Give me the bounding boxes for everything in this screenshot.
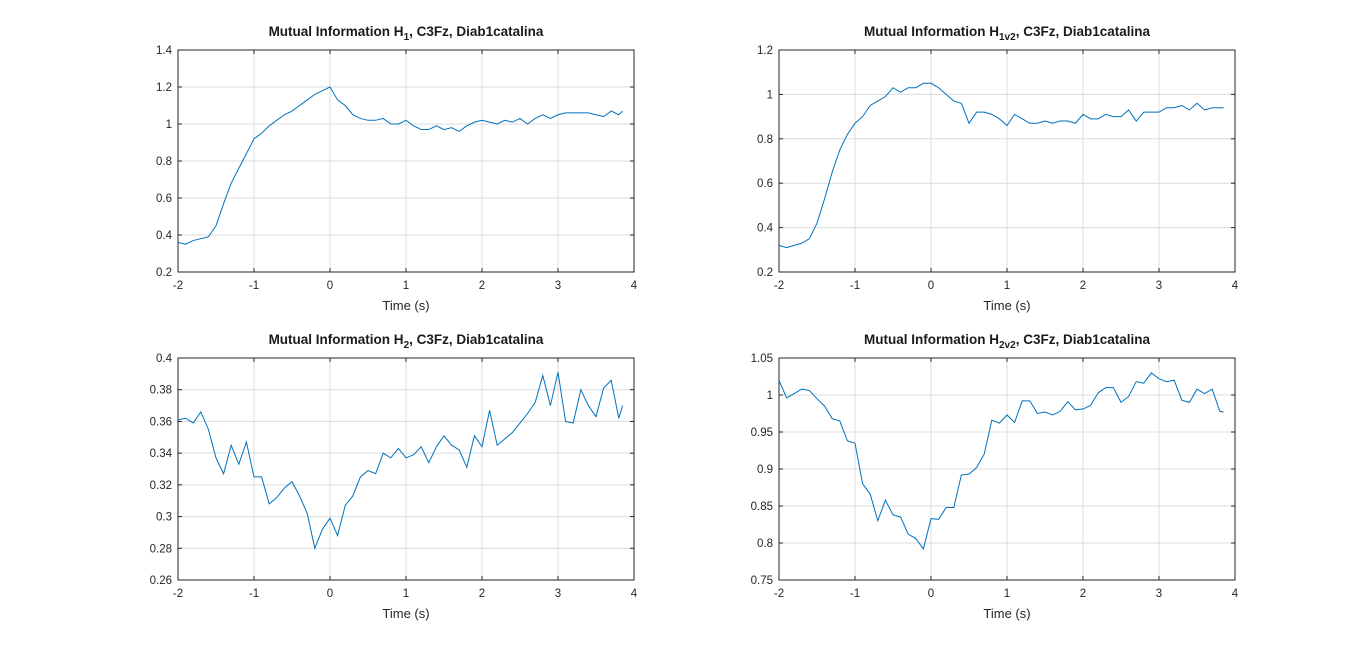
y-tick-label: 1.2 [156, 82, 172, 94]
x-tick-label: -2 [173, 280, 183, 292]
x-tick-label: 4 [631, 588, 638, 600]
x-tick-label: -1 [850, 588, 860, 600]
x-tick-label: 1 [1004, 280, 1010, 292]
x-tick-label: 4 [631, 280, 638, 292]
y-tick-label: 0.75 [751, 575, 773, 587]
x-tick-label: 0 [327, 280, 333, 292]
chart-title: Mutual Information H2, C3Fz, Diab1catali… [269, 332, 544, 351]
x-axis-label: Time (s) [382, 298, 429, 313]
x-tick-label: 0 [327, 588, 333, 600]
y-tick-label: 1 [767, 89, 773, 101]
y-tick-label: 0.9 [757, 464, 773, 476]
x-tick-label: 2 [479, 588, 485, 600]
y-tick-label: 1.05 [751, 353, 773, 365]
y-tick-label: 0.3 [156, 512, 172, 524]
y-tick-label: 0.4 [757, 223, 774, 235]
x-tick-label: 0 [928, 280, 934, 292]
x-axis-label: Time (s) [983, 606, 1030, 621]
x-tick-label: 2 [1080, 588, 1086, 600]
y-tick-label: 0.36 [150, 416, 172, 428]
x-tick-label: -1 [850, 280, 860, 292]
y-tick-label: 0.32 [150, 480, 172, 492]
x-tick-label: 3 [555, 280, 561, 292]
x-tick-label: 1 [403, 588, 409, 600]
chart-title: Mutual Information H1v2, C3Fz, Diab1cata… [864, 24, 1150, 43]
chart-title: Mutual Information H2v2, C3Fz, Diab1cata… [864, 332, 1150, 351]
y-tick-label: 0.38 [150, 385, 172, 397]
y-tick-label: 1 [166, 119, 172, 131]
y-tick-label: 0.8 [156, 156, 172, 168]
y-tick-label: 0.95 [751, 427, 773, 439]
series-line [177, 86, 623, 245]
subplot-3: -2 -1 0 1 2 3 4 0.26 0.28 0.3 0.32 0.34 0.36 0.38 0.4 M… [150, 332, 638, 621]
x-tick-label: 3 [1156, 588, 1162, 600]
x-axis-label: Time (s) [983, 298, 1030, 313]
x-tick-label: 0 [928, 588, 934, 600]
x-tick-label: -1 [249, 588, 259, 600]
x-tick-label: 2 [479, 280, 485, 292]
y-tick-label: 0.4 [156, 353, 173, 365]
subplot-1: -2 -1 0 1 2 3 4 0.2 0.4 0.6 0.8 1 1.2 1.4 Mutual Infor… [156, 24, 638, 313]
x-tick-label: 3 [555, 588, 561, 600]
x-tick-label: 3 [1156, 280, 1162, 292]
y-tick-label: 0.85 [751, 501, 773, 513]
series-line [177, 372, 624, 550]
series-line [778, 372, 1224, 551]
x-axis-label: Time (s) [382, 606, 429, 621]
y-tick-label: 1.2 [757, 45, 773, 57]
x-tick-label: 1 [403, 280, 409, 292]
chart-title: Mutual Information H1, C3Fz, Diab1catali… [269, 24, 544, 43]
series-line [778, 82, 1224, 249]
x-tick-label: 4 [1232, 588, 1239, 600]
y-tick-label: 0.8 [757, 538, 773, 550]
y-tick-label: 0.2 [757, 267, 773, 279]
y-tick-label: 0.26 [150, 575, 172, 587]
x-tick-label: -1 [249, 280, 259, 292]
x-tick-label: 4 [1232, 280, 1239, 292]
y-tick-label: 0.2 [156, 267, 172, 279]
y-tick-label: 0.4 [156, 230, 173, 242]
x-tick-label: 1 [1004, 588, 1010, 600]
x-tick-label: -2 [173, 588, 183, 600]
y-tick-label: 1 [767, 390, 773, 402]
y-tick-label: 0.6 [156, 193, 172, 205]
y-tick-label: 0.34 [150, 448, 173, 460]
x-tick-label: -2 [774, 280, 784, 292]
x-tick-label: -2 [774, 588, 784, 600]
y-tick-label: 0.8 [757, 134, 773, 146]
subplot-2: -2 -1 0 1 2 3 4 0.2 0.4 0.6 0.8 1 1.2 Mutual Informat… [757, 24, 1239, 313]
subplot-4: -2 -1 0 1 2 3 4 0.75 0.8 0.85 0.9 0.95 1 1.05 Mutual I… [751, 332, 1239, 621]
x-tick-label: 2 [1080, 280, 1086, 292]
y-tick-label: 0.6 [757, 178, 773, 190]
y-tick-label: 1.4 [156, 45, 173, 57]
y-tick-label: 0.28 [150, 543, 172, 555]
